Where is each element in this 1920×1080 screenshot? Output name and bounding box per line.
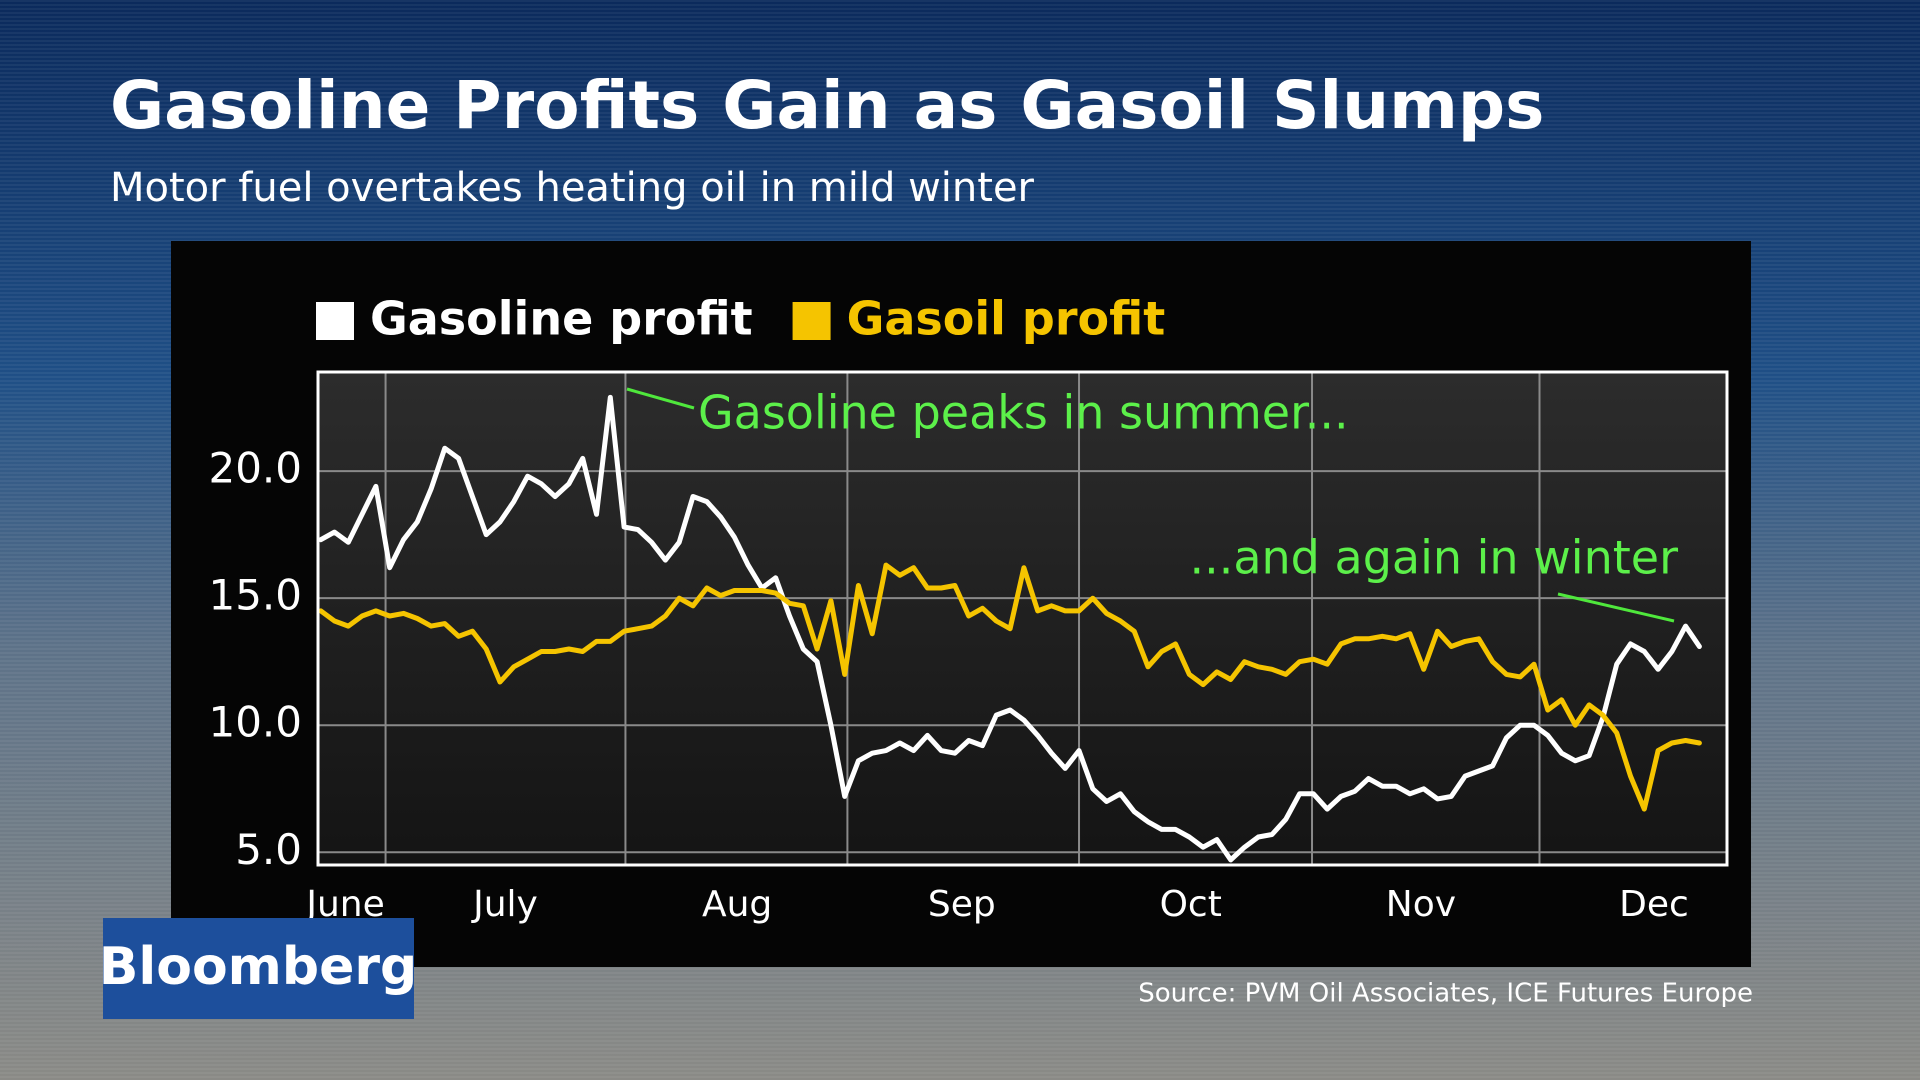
- annotation: Gasoline peaks in summer...: [698, 386, 1349, 440]
- x-tick-label: Sep: [928, 884, 996, 925]
- chart-title: Gasoline Profits Gain as Gasoil Slumps: [110, 67, 1544, 144]
- annotation-leader: [1557, 592, 1675, 623]
- legend-swatch: [792, 302, 831, 340]
- series-line: [318, 562, 1702, 812]
- y-tick-label: 5.0: [235, 825, 302, 874]
- x-tick-label: Dec: [1619, 884, 1689, 925]
- source: Source: PVM Oil Associates, ICE Futures …: [1138, 979, 1753, 1009]
- legend-label: Gasoline profit: [370, 292, 753, 346]
- y-tick-label: 15.0: [208, 571, 302, 620]
- legend-swatch: [316, 302, 354, 340]
- series-line: [318, 394, 1702, 863]
- x-tick-label: Aug: [702, 884, 772, 925]
- brand: Bloomberg: [99, 937, 417, 997]
- x-tick-label: Nov: [1386, 884, 1456, 925]
- brand-box: [103, 918, 414, 1019]
- chart-subtitle: Motor fuel overtakes heating oil in mild…: [110, 165, 1035, 211]
- annotation: ...and again in winter: [1189, 531, 1678, 585]
- x-tick-label: Oct: [1160, 884, 1222, 925]
- y-tick-label: 20.0: [208, 444, 302, 493]
- legend-label: Gasoil profit: [847, 292, 1166, 346]
- plot-border: [316, 370, 1729, 867]
- grid: [318, 372, 1727, 865]
- y-tick-label: 10.0: [208, 698, 302, 747]
- lines: [318, 394, 1702, 863]
- annotation-leader: [626, 387, 695, 410]
- plot-area: [318, 372, 1727, 865]
- x-tick-label: July: [471, 884, 538, 925]
